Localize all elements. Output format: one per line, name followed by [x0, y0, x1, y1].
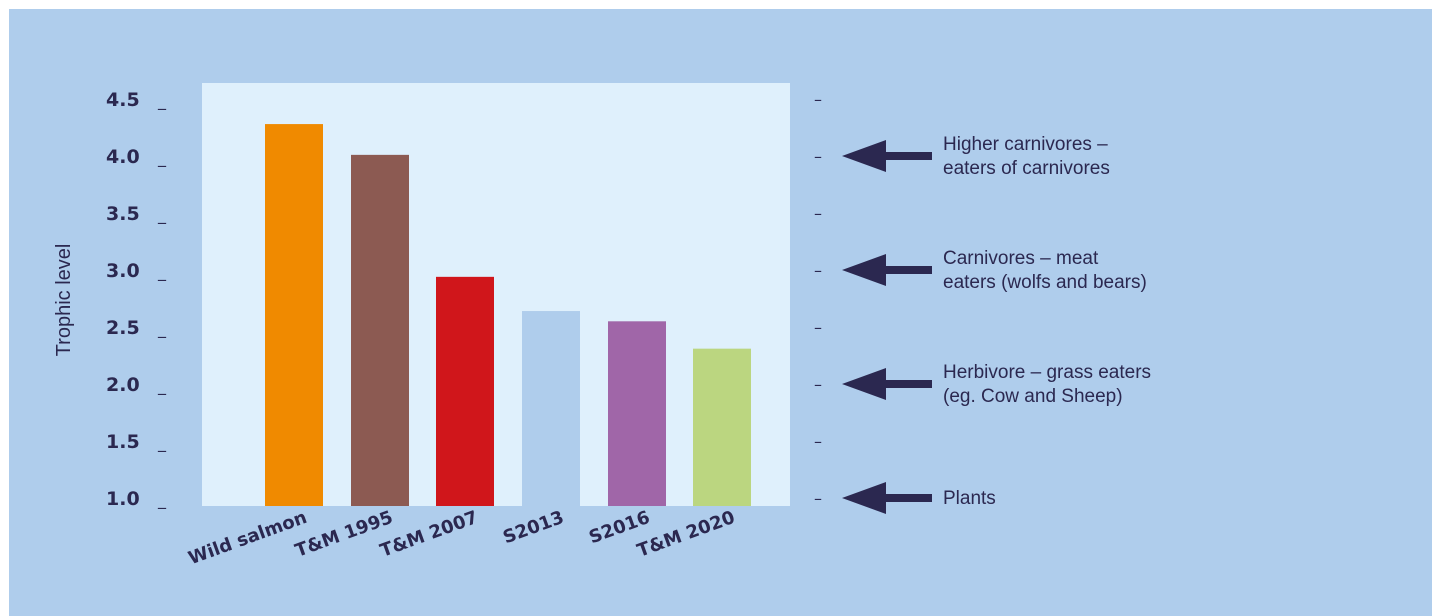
right-tick-mark: –: [814, 147, 822, 166]
bar: [351, 154, 409, 507]
right-tick-mark: –: [814, 375, 822, 394]
category-label: T&M 2020: [634, 507, 737, 562]
right-tick-mark: –: [814, 204, 822, 223]
y-tick-label: 1.5: [106, 431, 140, 453]
right-tick-mark: –: [814, 318, 822, 337]
y-tick-mark: _: [157, 205, 167, 225]
annotation-text: Higher carnivores –: [943, 134, 1108, 155]
y-tick-mark: _: [157, 490, 167, 510]
left-arrow-icon: [842, 140, 932, 172]
y-tick-label: 4.0: [106, 146, 140, 168]
bar: [265, 124, 323, 506]
annotation-text: eaters (wolfs and bears): [943, 272, 1147, 293]
left-arrow-icon: [842, 368, 932, 400]
annotation-text: Plants: [943, 488, 996, 509]
category-label: Wild salmon: [186, 507, 310, 569]
left-arrow-icon: [842, 482, 932, 514]
annotation-text: (eg. Cow and Sheep): [943, 386, 1123, 407]
y-tick-label: 2.0: [106, 374, 140, 396]
left-arrow-icon: [842, 254, 932, 286]
y-tick-mark: _: [157, 319, 167, 339]
y-tick-label: 1.0: [106, 488, 140, 510]
category-label: T&M 1995: [292, 507, 395, 562]
annotation-text: Carnivores – meat: [943, 248, 1099, 269]
annotation-text: Herbivore – grass eaters: [943, 362, 1151, 383]
right-tick-mark: –: [814, 489, 822, 508]
y-tick-mark: _: [157, 433, 167, 453]
right-tick-mark: –: [814, 90, 822, 109]
bar: [608, 321, 666, 506]
bar: [522, 311, 580, 506]
bar: [693, 348, 751, 506]
y-tick-label: 2.5: [106, 317, 140, 339]
bar: [436, 276, 494, 506]
y-tick-mark: _: [157, 376, 167, 396]
category-label: S2013: [500, 507, 566, 548]
right-tick-mark: –: [814, 261, 822, 280]
y-tick-mark: _: [157, 262, 167, 282]
y-tick-mark: _: [157, 148, 167, 168]
y-tick-label: 4.5: [106, 89, 140, 111]
y-tick-mark: _: [157, 91, 167, 111]
annotation-text: eaters of carnivores: [943, 158, 1110, 179]
right-tick-mark: –: [814, 432, 822, 451]
y-tick-label: 3.0: [106, 260, 140, 282]
y-tick-label: 3.5: [106, 203, 140, 225]
y-axis-label: Trophic level: [53, 244, 75, 357]
category-label: T&M 2007: [377, 507, 480, 562]
